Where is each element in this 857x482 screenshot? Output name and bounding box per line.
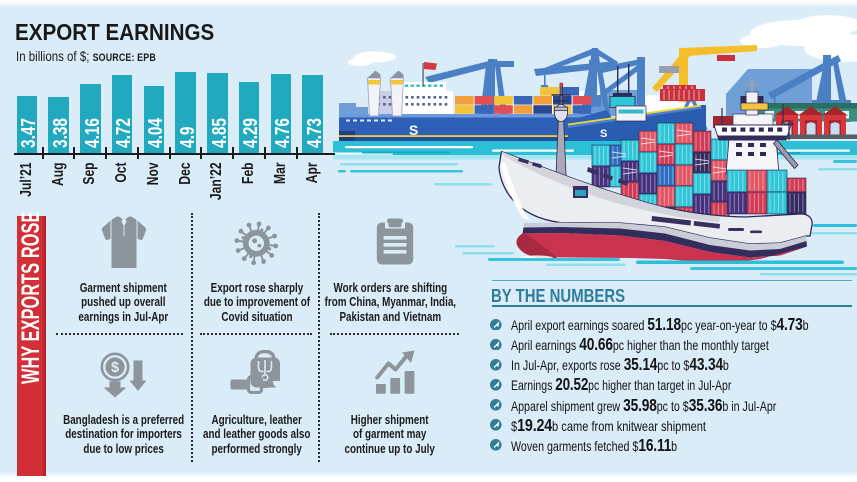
svg-text:S: S bbox=[600, 128, 607, 140]
svg-text:S: S bbox=[409, 122, 418, 138]
svg-text:$: $ bbox=[111, 360, 119, 376]
